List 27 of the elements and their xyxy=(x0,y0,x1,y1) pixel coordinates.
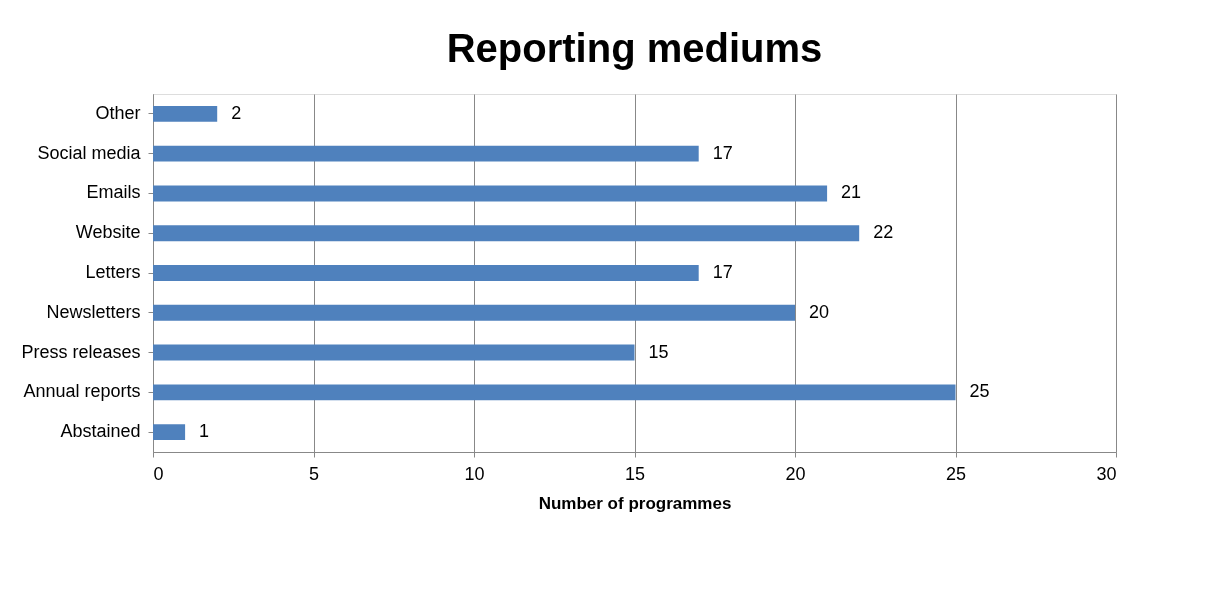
x-tick-label: 0 xyxy=(153,463,164,484)
x-axis-title: Number of programmes xyxy=(538,493,732,513)
y-tick-label: Other xyxy=(95,102,141,123)
y-tick-label: Newsletters xyxy=(46,301,141,322)
y-tick-label: Letters xyxy=(85,262,141,282)
data-label: 20 xyxy=(809,301,830,322)
x-tick-label: 25 xyxy=(945,463,967,484)
y-tick-label: Abstained xyxy=(60,421,141,442)
x-tick-label: 5 xyxy=(308,463,320,484)
y-tick-label: Website xyxy=(75,222,141,243)
y-tick-label: Press releases xyxy=(21,341,141,362)
y-tick-label: Social media xyxy=(37,142,142,163)
data-label: 17 xyxy=(712,142,733,163)
data-label: 25 xyxy=(969,381,990,402)
data-label: 15 xyxy=(648,341,669,362)
data-label: 1 xyxy=(199,421,210,442)
y-tick-label: Annual reports xyxy=(23,381,141,402)
data-label: 22 xyxy=(873,222,894,243)
x-tick-label: 15 xyxy=(624,463,646,484)
x-tick-label: 20 xyxy=(785,463,806,484)
y-tick-label: Emails xyxy=(86,182,141,203)
data-label: 2 xyxy=(231,102,242,123)
data-label: 17 xyxy=(712,262,733,282)
data-label: 21 xyxy=(841,182,862,203)
chart-title: Reporting mediums xyxy=(446,26,823,70)
x-tick-label: 10 xyxy=(464,463,485,484)
x-tick-label: 30 xyxy=(1096,463,1117,484)
